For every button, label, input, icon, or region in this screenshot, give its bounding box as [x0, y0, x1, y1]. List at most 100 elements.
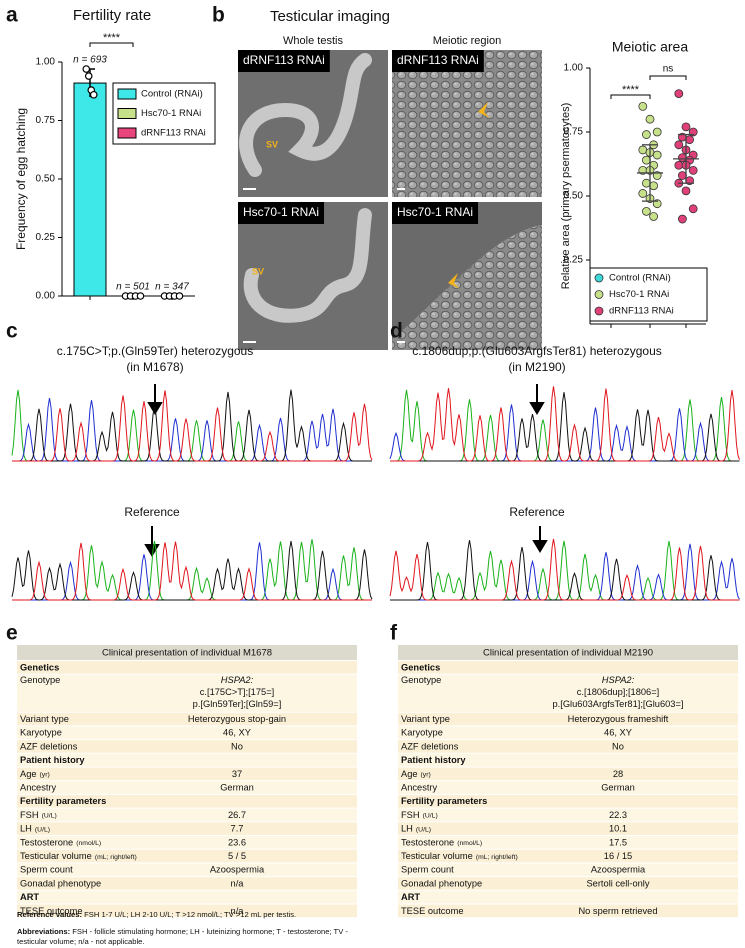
data-point — [638, 145, 648, 155]
row-label: Sperm count — [20, 865, 73, 875]
data-point — [82, 65, 91, 73]
n-label: n = 693 — [73, 55, 107, 66]
table-row-bg — [398, 781, 738, 794]
data-point — [638, 189, 648, 198]
image — [392, 225, 542, 350]
data-point — [678, 153, 687, 163]
row-value: 7.7 — [231, 824, 244, 834]
row-value: n/a — [231, 878, 245, 888]
n-label: n = 501 — [116, 282, 150, 293]
legend-label: Control (RNAi) — [609, 273, 671, 284]
row-label: Ancestry — [401, 783, 438, 793]
footnote: Reference values: FSH 1-7 U/L; LH 2-10 U… — [17, 910, 359, 920]
row-label: Genetics — [20, 662, 59, 672]
row-value: 5 / 5 — [228, 851, 246, 861]
table-row-bg — [17, 674, 357, 712]
row-value: Azoospermia — [210, 865, 265, 875]
row-label: AZF deletions — [401, 741, 459, 751]
footnote-label: Reference values: — [17, 910, 83, 919]
y-tick-label: 0.25 — [564, 255, 584, 266]
row-label: Genetics — [401, 662, 440, 672]
row-unit: (nmol/L) — [457, 840, 482, 847]
sequencing-title: c.1806dup;p.(Glu603ArgfsTer81) heterozyg… — [412, 344, 662, 358]
section-title: Testicular imaging — [270, 8, 390, 25]
legend-swatch — [594, 273, 604, 283]
row-label: Gonadal phenotype — [20, 878, 101, 888]
arrows — [144, 384, 548, 557]
row-label: Testosterone — [20, 837, 73, 847]
image — [392, 50, 542, 197]
row-label: TESE outcome — [401, 906, 464, 916]
significance-label: ns — [663, 64, 674, 75]
legend-swatch — [117, 108, 137, 119]
sequencing-title: c.175C>T;p.(Gln59Ter) heterozygous — [57, 344, 253, 358]
table-row-bg — [398, 877, 738, 890]
arrowhead — [448, 273, 460, 289]
data-point — [681, 122, 691, 132]
data-point — [674, 140, 684, 150]
image-label: dRNF113 RNAi — [397, 53, 479, 67]
table-row-bg — [17, 712, 357, 726]
y-tick-label: 0.25 — [36, 232, 56, 243]
legend-label: dRNF113 RNAi — [141, 128, 206, 139]
footnote: Abbreviations: FSH - follicle stimulatin… — [17, 927, 359, 947]
data-point — [645, 114, 655, 124]
sv-label: SV — [266, 139, 278, 149]
y-tick-label: 0.75 — [36, 115, 56, 126]
significance-label: **** — [622, 84, 640, 96]
row-value: 16 / 15 — [604, 851, 632, 861]
significance-bracket — [89, 42, 134, 47]
legend-label: dRNF113 RNAi — [609, 306, 674, 317]
row-label: FSH — [401, 810, 420, 820]
y-tick-label: 0.50 — [564, 191, 584, 202]
row-label: ART — [401, 892, 420, 902]
sequencing-subtitle: (in M2190) — [508, 360, 565, 374]
row-value: 22.3 — [609, 810, 627, 820]
reference-label: Reference — [124, 505, 180, 519]
table-row-bg — [17, 781, 357, 794]
row-value: c.[1806dup];[1806=] — [577, 687, 659, 697]
row-unit: (U/L) — [416, 826, 431, 833]
table-header-bg — [17, 645, 357, 660]
table-row-bg — [398, 822, 738, 835]
table-row-bg — [398, 849, 738, 863]
row-value: 28 — [613, 769, 623, 779]
row-unit: (yr) — [40, 772, 50, 779]
column-label: Whole testis — [283, 35, 343, 47]
y-tick-label: 0.75 — [564, 127, 584, 138]
row-label: Karyotype — [20, 728, 62, 738]
image-label: Hsc70-1 RNAi — [243, 205, 319, 219]
y-tick-label: 0.00 — [36, 291, 56, 302]
table-row-bg — [398, 890, 738, 904]
row-label: Fertility parameters — [401, 796, 487, 806]
row-value: n/a — [231, 906, 245, 916]
row-label: Patient history — [20, 755, 85, 765]
panel-letter: c — [6, 320, 18, 343]
legend-swatch — [594, 306, 604, 316]
row-label: Testicular volume — [401, 851, 473, 861]
row-value: p.[Gln59Ter];[Gln59=] — [193, 699, 282, 709]
image — [392, 202, 542, 340]
footnote-label: Abbreviations: — [17, 927, 71, 936]
table-row-bg — [398, 661, 738, 674]
panel-letter: d — [390, 320, 403, 343]
row-label: TESE outcome — [20, 906, 83, 916]
row-value: 10.1 — [609, 824, 627, 834]
y-axis-label: Relative area (primary psermatocytes) — [560, 103, 572, 289]
chromatogram-trace — [12, 390, 373, 462]
row-unit: (mL; right/left) — [476, 854, 518, 861]
row-value: HSPA2: — [221, 675, 254, 685]
footnote-text: FSH 1-7 U/L; LH 2-10 U/L; T >12 nmol/L; … — [84, 910, 297, 919]
table-row-bg — [398, 794, 738, 808]
row-unit: (U/L) — [423, 813, 438, 820]
chart-title: Fertility rate — [73, 7, 151, 24]
table-row-bg — [398, 863, 738, 877]
legend-swatch — [117, 127, 137, 139]
row-value: 23.6 — [228, 837, 246, 847]
sv-label: SV — [252, 266, 264, 276]
arrowhead — [478, 102, 490, 118]
image-label-bg — [392, 202, 479, 224]
row-value: German — [220, 783, 254, 793]
legend-box — [589, 267, 708, 322]
data-point — [688, 165, 698, 175]
